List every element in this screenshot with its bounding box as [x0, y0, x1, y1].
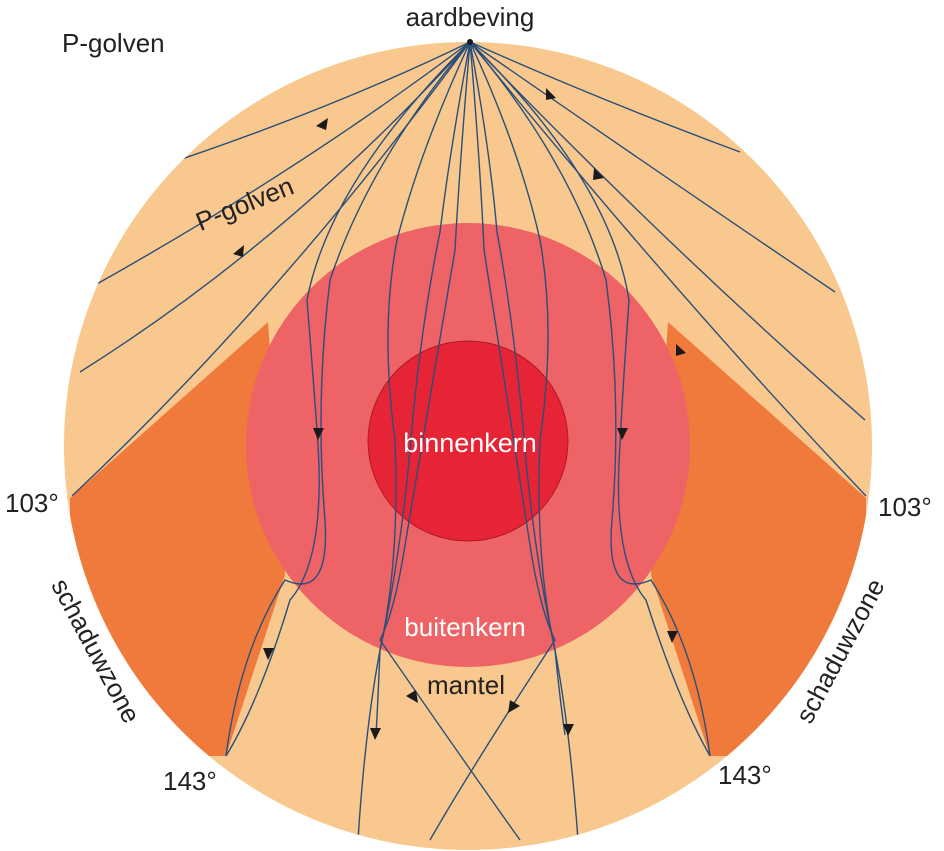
ray-mantle-left-2	[94, 42, 471, 286]
outer-core-label: buitenkern	[404, 612, 525, 642]
arrow-core-right	[617, 428, 628, 440]
angle-left-bottom-label: 143°	[163, 766, 217, 796]
inner-core	[367, 340, 569, 542]
arrow-bottom-left-2	[370, 728, 381, 740]
ray-arrows	[233, 88, 686, 740]
corner-title-label: P-golven	[62, 28, 165, 58]
arrow-core-left	[313, 428, 324, 440]
arrow-bottom-left-1	[263, 648, 274, 660]
ray-mantle-right-1	[469, 42, 741, 153]
ray-mantle-right-2	[469, 42, 836, 293]
mantle-label: mantel	[427, 670, 505, 700]
ray-core-right-5	[429, 42, 556, 841]
ray-mantle-right-4	[469, 42, 867, 497]
arrow-left-2	[233, 245, 244, 257]
angle-left-top-label: 103°	[5, 488, 59, 518]
ray-core-right-3	[469, 42, 579, 841]
arrow-bottom-right-2	[563, 724, 574, 736]
ray-core-right-2	[469, 42, 711, 757]
ray-mantle-left-1	[154, 42, 471, 169]
ray-core-left-5	[379, 42, 521, 841]
earthquake-label: aardbeving	[406, 2, 535, 32]
shadow-zone-left	[70, 322, 285, 756]
arrow-right-1	[546, 88, 556, 100]
arrow-bottom-right-1	[667, 631, 678, 643]
arrow-right-2	[593, 168, 604, 180]
shadow-zone-right	[651, 322, 866, 756]
arrow-left-1	[316, 118, 328, 130]
angle-right-bottom-label: 143°	[718, 760, 772, 790]
ray-core-right-1	[469, 42, 711, 757]
angle-right-top-label: 103°	[878, 492, 932, 522]
ray-core-left-3	[357, 42, 471, 841]
ray-core-right-4	[469, 42, 566, 736]
arrow-bottom-mid-right	[508, 700, 520, 713]
earthquake-epicenter	[467, 39, 473, 45]
ray-core-left-4	[375, 42, 471, 736]
arrow-right-3	[676, 344, 686, 356]
inner-core-label: binnenkern	[403, 428, 537, 458]
ray-mantle-right-3	[469, 42, 866, 421]
ray-core-left-2	[225, 42, 471, 757]
ray-mantle-left-4	[71, 42, 471, 497]
arrow-bottom-mid-left	[406, 690, 418, 703]
